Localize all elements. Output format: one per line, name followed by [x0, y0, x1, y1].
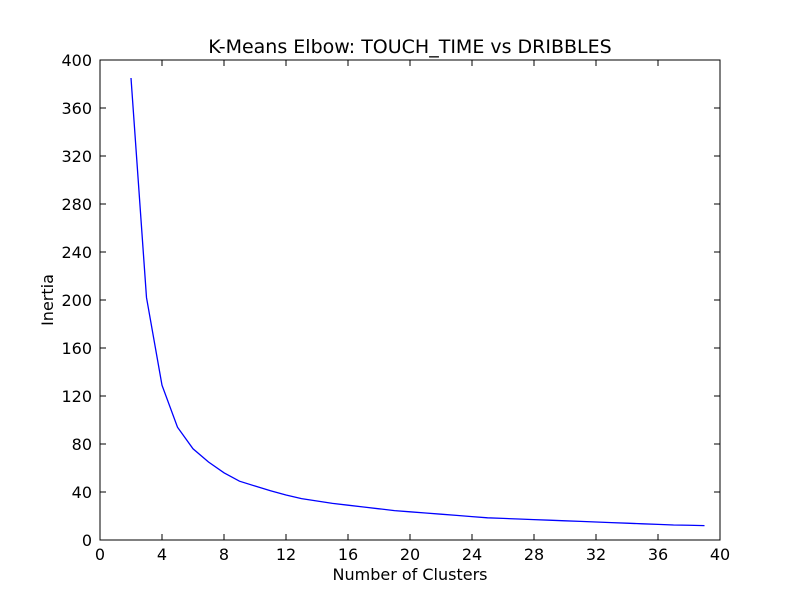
y-axis-label: Inertia: [38, 274, 57, 326]
x-tick-label: 28: [524, 545, 544, 564]
y-axis: 0 40 80 120 160 200 240 280 320 360 400: [61, 51, 720, 550]
x-tick-label: 20: [400, 545, 420, 564]
x-tick-label: 24: [462, 545, 482, 564]
y-tick-label: 0: [82, 531, 92, 550]
x-tick-label: 8: [219, 545, 229, 564]
x-axis-label: Number of Clusters: [333, 565, 488, 584]
x-tick-label: 16: [338, 545, 358, 564]
chart-title: K-Means Elbow: TOUCH_TIME vs DRIBBLES: [208, 36, 611, 58]
y-tick-label: 40: [72, 483, 92, 502]
x-tick-label: 12: [276, 545, 296, 564]
y-tick-label: 320: [61, 147, 92, 166]
inertia-series-line: [130, 77, 705, 527]
plot-frame: [99, 59, 721, 541]
y-tick-label: 200: [61, 291, 92, 310]
x-tick-label: 32: [586, 545, 606, 564]
x-tick-label: 0: [95, 545, 105, 564]
y-tick-label: 120: [61, 387, 92, 406]
y-tick-label: 400: [61, 51, 92, 70]
y-tick-label: 160: [61, 339, 92, 358]
y-tick-label: 360: [61, 99, 92, 118]
x-tick-label: 36: [648, 545, 668, 564]
x-axis: 0 4 8 12 16 20 24 28 32 36 40: [95, 60, 730, 564]
x-tick-label: 4: [157, 545, 167, 564]
y-tick-label: 240: [61, 243, 92, 262]
y-tick-label: 280: [61, 195, 92, 214]
x-tick-label: 40: [710, 545, 730, 564]
y-tick-label: 80: [72, 435, 92, 454]
